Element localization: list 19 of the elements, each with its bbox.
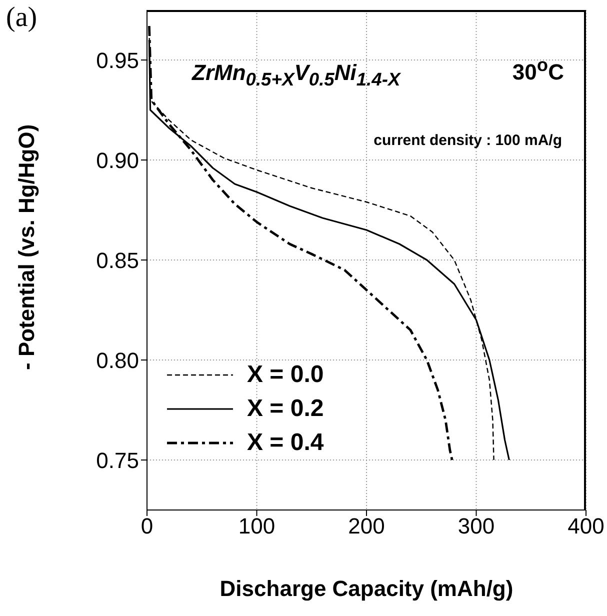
x-axis-title: Discharge Capacity (mAh/g) — [220, 576, 514, 601]
annotation: 30$^{o}$C — [512, 54, 564, 86]
y-tick-label: 0.95 — [96, 48, 139, 73]
y-tick-label: 0.90 — [96, 148, 139, 173]
legend-label: X = 0.0 — [247, 361, 324, 389]
y-tick-label: 0.75 — [96, 448, 139, 473]
chart-title: (a) — [6, 2, 38, 34]
y-axis-title: - Potential (vs. Hg/HgO) — [14, 124, 39, 370]
annotation: ZrMn$_{0.5+X}$V$_{0.5}$Ni$_{1.4-X}$ — [192, 60, 400, 90]
x-tick-label: 400 — [568, 514, 604, 539]
legend-label: X = 0.4 — [247, 429, 324, 457]
x-tick-label: 200 — [348, 514, 385, 539]
y-tick-label: 0.80 — [96, 348, 139, 373]
x-tick-label: 100 — [238, 514, 276, 539]
x-tick-label: 300 — [458, 514, 495, 539]
legend-label: X = 0.2 — [247, 395, 324, 423]
y-tick-label: 0.85 — [96, 248, 139, 273]
annotation: current density : 100 mA/g — [374, 132, 562, 149]
x-tick-label: 0 — [140, 514, 154, 539]
